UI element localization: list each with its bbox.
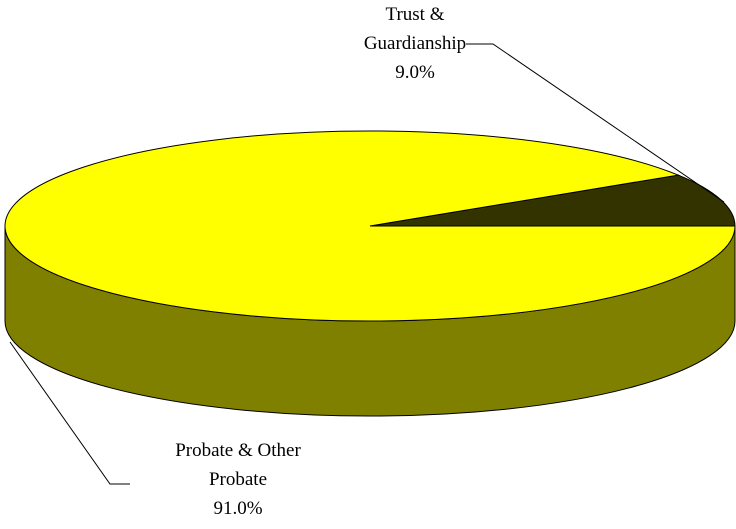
category-label: Probate & Other Probate [175,440,301,490]
value-label: 9.0% [395,62,435,83]
leader-line [9,341,130,485]
value-label: 91.0% [213,498,263,519]
slice [4,130,736,322]
category-label: Trust & Guardianship [363,4,467,54]
leader-line [466,43,725,203]
slice-label: Trust & Guardianship 9.0% [350,0,480,87]
slice-label: Probate & Other Probate 91.0% [148,436,328,523]
